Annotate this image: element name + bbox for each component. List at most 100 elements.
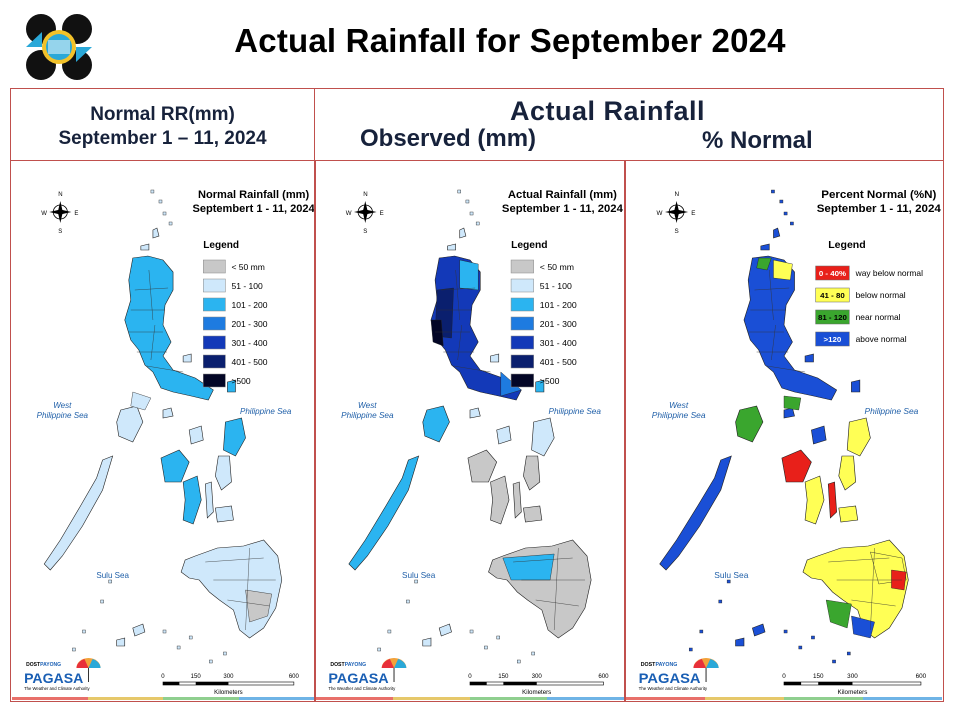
stripe-segment bbox=[863, 697, 942, 700]
islet bbox=[790, 221, 794, 226]
legend-box-label: 81 - 120 bbox=[818, 313, 847, 322]
legend-label: 401 - 500 bbox=[231, 357, 267, 367]
island-marinduque bbox=[469, 407, 481, 419]
islet bbox=[162, 629, 167, 634]
island-mindanao bbox=[180, 539, 283, 639]
legend-label: below normal bbox=[856, 291, 906, 300]
province-boundary bbox=[205, 557, 264, 563]
sulu-sea-label: Sulu Sea bbox=[714, 571, 749, 580]
islet bbox=[484, 645, 488, 650]
legend-swatch bbox=[203, 259, 226, 274]
islet bbox=[832, 659, 836, 664]
islands bbox=[659, 189, 909, 664]
islands bbox=[43, 189, 283, 664]
island-palawan bbox=[43, 455, 114, 571]
legend-label: 51 - 100 bbox=[231, 281, 263, 291]
island-leyte bbox=[215, 455, 232, 491]
island-cebu bbox=[512, 481, 522, 519]
island-masbate bbox=[188, 425, 204, 445]
legend-swatch bbox=[510, 354, 534, 369]
scale-tick: 300 bbox=[847, 673, 858, 680]
scale-tick: 300 bbox=[532, 673, 543, 680]
compass-rose-icon bbox=[49, 201, 72, 223]
island-catanduanes bbox=[851, 379, 861, 393]
province-boundary bbox=[828, 557, 890, 563]
island-babuyan bbox=[140, 243, 150, 251]
legend-label: 201 - 300 bbox=[540, 319, 577, 329]
brand-dost: DOST bbox=[330, 662, 345, 668]
islet bbox=[726, 579, 731, 584]
island-batanes bbox=[459, 227, 467, 239]
island-masbate bbox=[496, 425, 512, 445]
scale-tick: 600 bbox=[289, 674, 300, 680]
province-boundary bbox=[441, 287, 476, 291]
province-boundary bbox=[455, 269, 460, 321]
islet bbox=[100, 599, 104, 604]
brand-pagasa: PAGASA bbox=[639, 671, 701, 687]
island-panay bbox=[467, 449, 498, 483]
islet bbox=[517, 659, 521, 664]
max-patch bbox=[430, 319, 444, 347]
slide-title: Actual Rainfall for September 2024 bbox=[234, 22, 786, 59]
legend-swatch bbox=[510, 373, 534, 388]
legend: Legend < 50 mm 51 - 100 101 - 200 201 - 300 3… bbox=[510, 240, 577, 388]
west-philippine-sea-label: Philippine Sea bbox=[37, 411, 89, 420]
compass-s: S bbox=[674, 228, 678, 235]
island-samar bbox=[223, 417, 246, 457]
compass-rose-icon bbox=[353, 201, 377, 223]
umbrella-icon bbox=[76, 658, 101, 682]
islet bbox=[846, 651, 851, 656]
island-sulu2 bbox=[116, 637, 126, 647]
brand-pagasa: PAGASA bbox=[328, 671, 388, 687]
normal-rr-label: Normal RR(mm) bbox=[90, 104, 235, 125]
island-catanduanes bbox=[227, 379, 236, 393]
legend-title: Legend bbox=[828, 240, 865, 251]
island-palawan bbox=[659, 455, 732, 571]
island-samar bbox=[846, 417, 871, 457]
province-boundary bbox=[769, 269, 774, 321]
island-cebu bbox=[204, 481, 214, 519]
legend-label: < 50 mm bbox=[231, 262, 264, 272]
green-mid bbox=[783, 395, 802, 411]
compass-s: S bbox=[363, 228, 367, 235]
scale-tick: 0 bbox=[161, 674, 165, 680]
islet bbox=[699, 629, 704, 634]
legend-box-label: 0 - 40% bbox=[819, 269, 846, 278]
mid-patch bbox=[459, 259, 479, 291]
yellow-north bbox=[773, 259, 793, 281]
islet bbox=[465, 199, 470, 204]
divider-1 bbox=[314, 160, 316, 702]
legend-title: Legend bbox=[511, 240, 547, 251]
compass-n: N bbox=[674, 191, 679, 198]
island-mindanao bbox=[488, 539, 592, 639]
legend-label: 301 - 400 bbox=[231, 338, 267, 348]
island-sulu bbox=[752, 623, 766, 637]
legend-swatch bbox=[815, 331, 850, 347]
gray-patch bbox=[245, 589, 272, 623]
stripe-segment bbox=[705, 697, 784, 700]
legend: Legend < 50 mm 51 - 100 101 - 200 201 - 300 3… bbox=[203, 240, 268, 388]
west-label: West bbox=[53, 401, 72, 410]
island-batanes bbox=[773, 227, 781, 239]
divider-2 bbox=[624, 160, 626, 702]
observed-header: Observed (mm) bbox=[360, 125, 537, 152]
island-mindoro bbox=[422, 405, 450, 443]
islet bbox=[223, 651, 227, 656]
philippine-sea-label: Philippine Sea bbox=[549, 407, 602, 416]
islet bbox=[209, 659, 213, 664]
pagasa-logo-icon bbox=[24, 12, 94, 82]
west-philippine-sea-label: Philippine Sea bbox=[341, 411, 394, 420]
legend-label: 101 - 200 bbox=[540, 300, 577, 310]
legend: Legend 0 - 40% way below normal 41 - 80 belo… bbox=[815, 240, 923, 347]
islet bbox=[158, 199, 163, 204]
island-cebu bbox=[827, 481, 837, 519]
legend-swatch bbox=[510, 316, 534, 331]
scale-bar: 0 150 300 600 Kilometers bbox=[468, 673, 609, 696]
province-boundary bbox=[771, 324, 776, 361]
stripe-segment bbox=[163, 697, 239, 700]
island-bohol bbox=[215, 505, 234, 523]
island-masbate bbox=[811, 425, 827, 445]
island-catanduanes bbox=[535, 379, 545, 393]
